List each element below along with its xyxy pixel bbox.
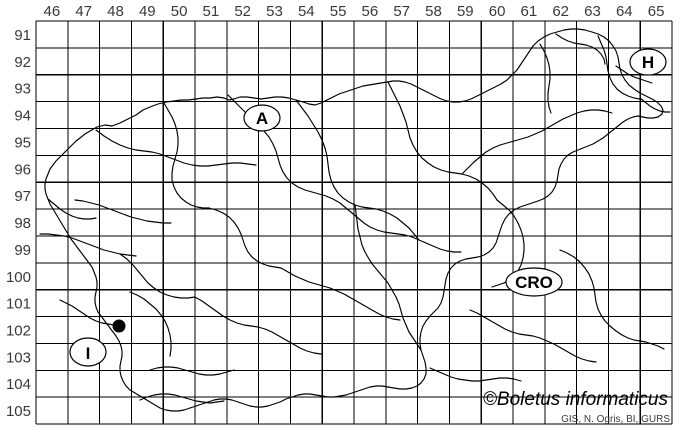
y-tick: 105 [6,403,31,420]
marker-h: H [629,48,667,76]
internal-line-se-4 [429,367,522,382]
marker-a-label: A [256,109,268,128]
y-tick: 103 [6,349,31,366]
coast-detail-4 [139,393,225,404]
x-tick: 50 [171,3,188,20]
internal-line-ne-3 [597,35,641,100]
x-tick: 61 [521,3,538,20]
coast-detail-1 [47,198,97,220]
x-tick: 57 [393,3,410,20]
y-tick: 99 [14,242,31,259]
coast-detail-3 [129,291,172,357]
border-north [89,28,664,132]
river-branch-3 [280,267,401,321]
border-south [44,115,639,412]
data-source-label: GIS, N. Ogris, BI, GURS [561,414,670,425]
river-branch-2 [354,204,422,351]
marker-cro: CRO [505,267,563,297]
y-tick: 92 [14,54,31,71]
x-tick: 52 [234,3,251,20]
x-tick: 48 [107,3,124,20]
internal-line-ne-5 [615,65,653,84]
x-tick: 63 [584,3,601,20]
internal-line-4 [74,199,172,224]
x-tick: 64 [616,3,633,20]
internal-line-1 [95,129,257,167]
internal-line-3 [208,207,282,269]
slovenia-outline [39,28,671,412]
x-tick: 56 [362,3,379,20]
x-tick: 58 [425,3,442,20]
occurrence-point[interactable] [112,319,126,333]
marker-a: A [243,104,281,132]
x-tick: 60 [489,3,506,20]
river-sava [227,94,462,253]
x-axis-tick-labels: 46 47 48 49 50 51 52 53 54 55 56 57 58 5… [44,3,665,20]
x-tick: 49 [139,3,156,20]
y-tick: 97 [14,188,31,205]
river-drava [387,81,498,201]
y-tick: 93 [14,81,31,98]
internal-line-ne-2 [539,43,552,114]
internal-line-2 [163,102,210,209]
y-tick: 98 [14,215,31,232]
copyright-label: ©Boletus informaticus [483,389,669,410]
marker-a-ellipse [243,104,281,132]
x-tick: 51 [203,3,220,20]
y-axis-tick-labels: 91 92 93 94 95 96 97 98 99 100 101 102 1… [6,27,31,420]
x-tick: 59 [457,3,474,20]
x-tick: 46 [44,3,61,20]
marker-h-ellipse [629,48,667,76]
coordinate-grid [35,20,673,425]
marker-h-label: H [642,53,654,72]
y-tick: 101 [6,296,31,313]
internal-line-6 [119,253,196,299]
y-tick: 100 [6,269,31,286]
y-tick: 96 [14,161,31,178]
y-tick: 91 [14,27,31,44]
x-tick: 47 [75,3,92,20]
x-tick: 62 [552,3,569,20]
internal-line-se-1 [559,249,611,327]
marker-i-label: I [86,344,91,363]
internal-line-ne-1 [555,33,606,65]
internal-line-se-3 [469,309,597,363]
x-tick: 65 [648,3,665,20]
marker-cro-ellipse [505,267,563,297]
internal-line-se-2 [609,325,665,350]
coast-detail-5 [149,366,235,376]
country-code-markers: A H CRO I [69,48,667,367]
x-tick: 54 [298,3,315,20]
marker-cro-label: CRO [515,273,553,292]
coast-detail-2 [59,299,115,326]
credit-block: ©Boletus informaticus GIS, N. Ogris, BI,… [483,389,670,425]
y-tick: 104 [6,376,31,393]
river-branch-1 [295,99,420,241]
occurrence-points-layer [112,319,126,333]
marker-i: I [69,337,107,367]
y-tick: 94 [14,108,31,125]
river-mura [461,109,613,175]
internal-line-ne-4 [639,97,671,113]
x-tick: 55 [330,3,347,20]
y-tick: 102 [6,323,31,340]
river-branch-4 [194,296,322,355]
x-tick: 53 [266,3,283,20]
marker-i-ellipse [69,337,107,367]
y-tick: 95 [14,134,31,151]
